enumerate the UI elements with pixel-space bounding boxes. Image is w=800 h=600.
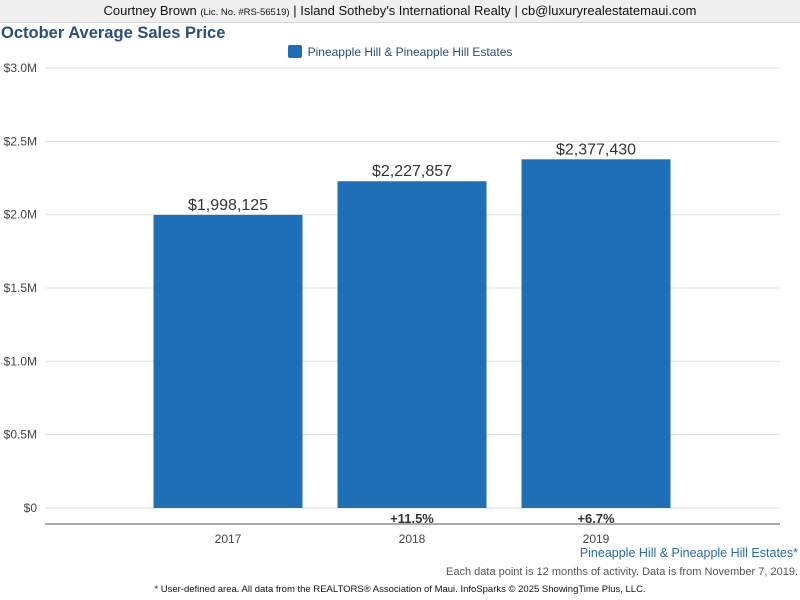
bar-value-label: $2,227,857 bbox=[372, 163, 452, 180]
y-tick-label: $2.0M bbox=[4, 208, 37, 222]
header-separator: | bbox=[293, 3, 297, 18]
agent-name: Courtney Brown bbox=[103, 3, 197, 18]
x-tick-label: 2019 bbox=[583, 532, 610, 546]
y-tick-label: $1.0M bbox=[4, 354, 37, 368]
agent-email: cb@luxuryrealestatemaui.com bbox=[521, 3, 697, 18]
license-number: (Lic. No. #RS-56519) bbox=[200, 7, 290, 18]
x-tick-label: 2018 bbox=[399, 532, 426, 546]
y-tick-label: $2.5M bbox=[4, 134, 37, 148]
bar[interactable] bbox=[521, 159, 671, 508]
chart-title: October Average Sales Price bbox=[1, 24, 226, 42]
bar-value-label: $1,998,125 bbox=[188, 197, 268, 214]
y-tick-label: $3.0M bbox=[4, 61, 37, 75]
chart-legend[interactable]: Pineapple Hill & Pineapple Hill Estates bbox=[0, 45, 800, 59]
y-tick-label: $0 bbox=[24, 501, 38, 515]
area-label[interactable]: Pineapple Hill & Pineapple Hill Estates* bbox=[579, 546, 798, 560]
agent-header: Courtney Brown (Lic. No. #RS-56519) | Is… bbox=[0, 0, 800, 23]
y-tick-label: $0.5M bbox=[4, 428, 37, 442]
x-tick-label: 2017 bbox=[215, 532, 242, 546]
bar[interactable] bbox=[153, 214, 303, 509]
source-note: * User-defined area. All data from the R… bbox=[154, 584, 646, 595]
legend-label: Pineapple Hill & Pineapple Hill Estates bbox=[307, 45, 513, 59]
bar-value-label: $2,377,430 bbox=[556, 141, 636, 158]
bar[interactable] bbox=[337, 181, 487, 509]
change-label: +6.7% bbox=[577, 511, 615, 526]
change-label: +11.5% bbox=[390, 511, 434, 526]
y-tick-label: $1.5M bbox=[4, 281, 37, 295]
header-separator: | bbox=[514, 3, 518, 18]
legend-swatch bbox=[287, 45, 302, 58]
company-name: Island Sotheby's International Realty bbox=[300, 3, 511, 18]
data-note: Each data point is 12 months of activity… bbox=[446, 566, 798, 578]
